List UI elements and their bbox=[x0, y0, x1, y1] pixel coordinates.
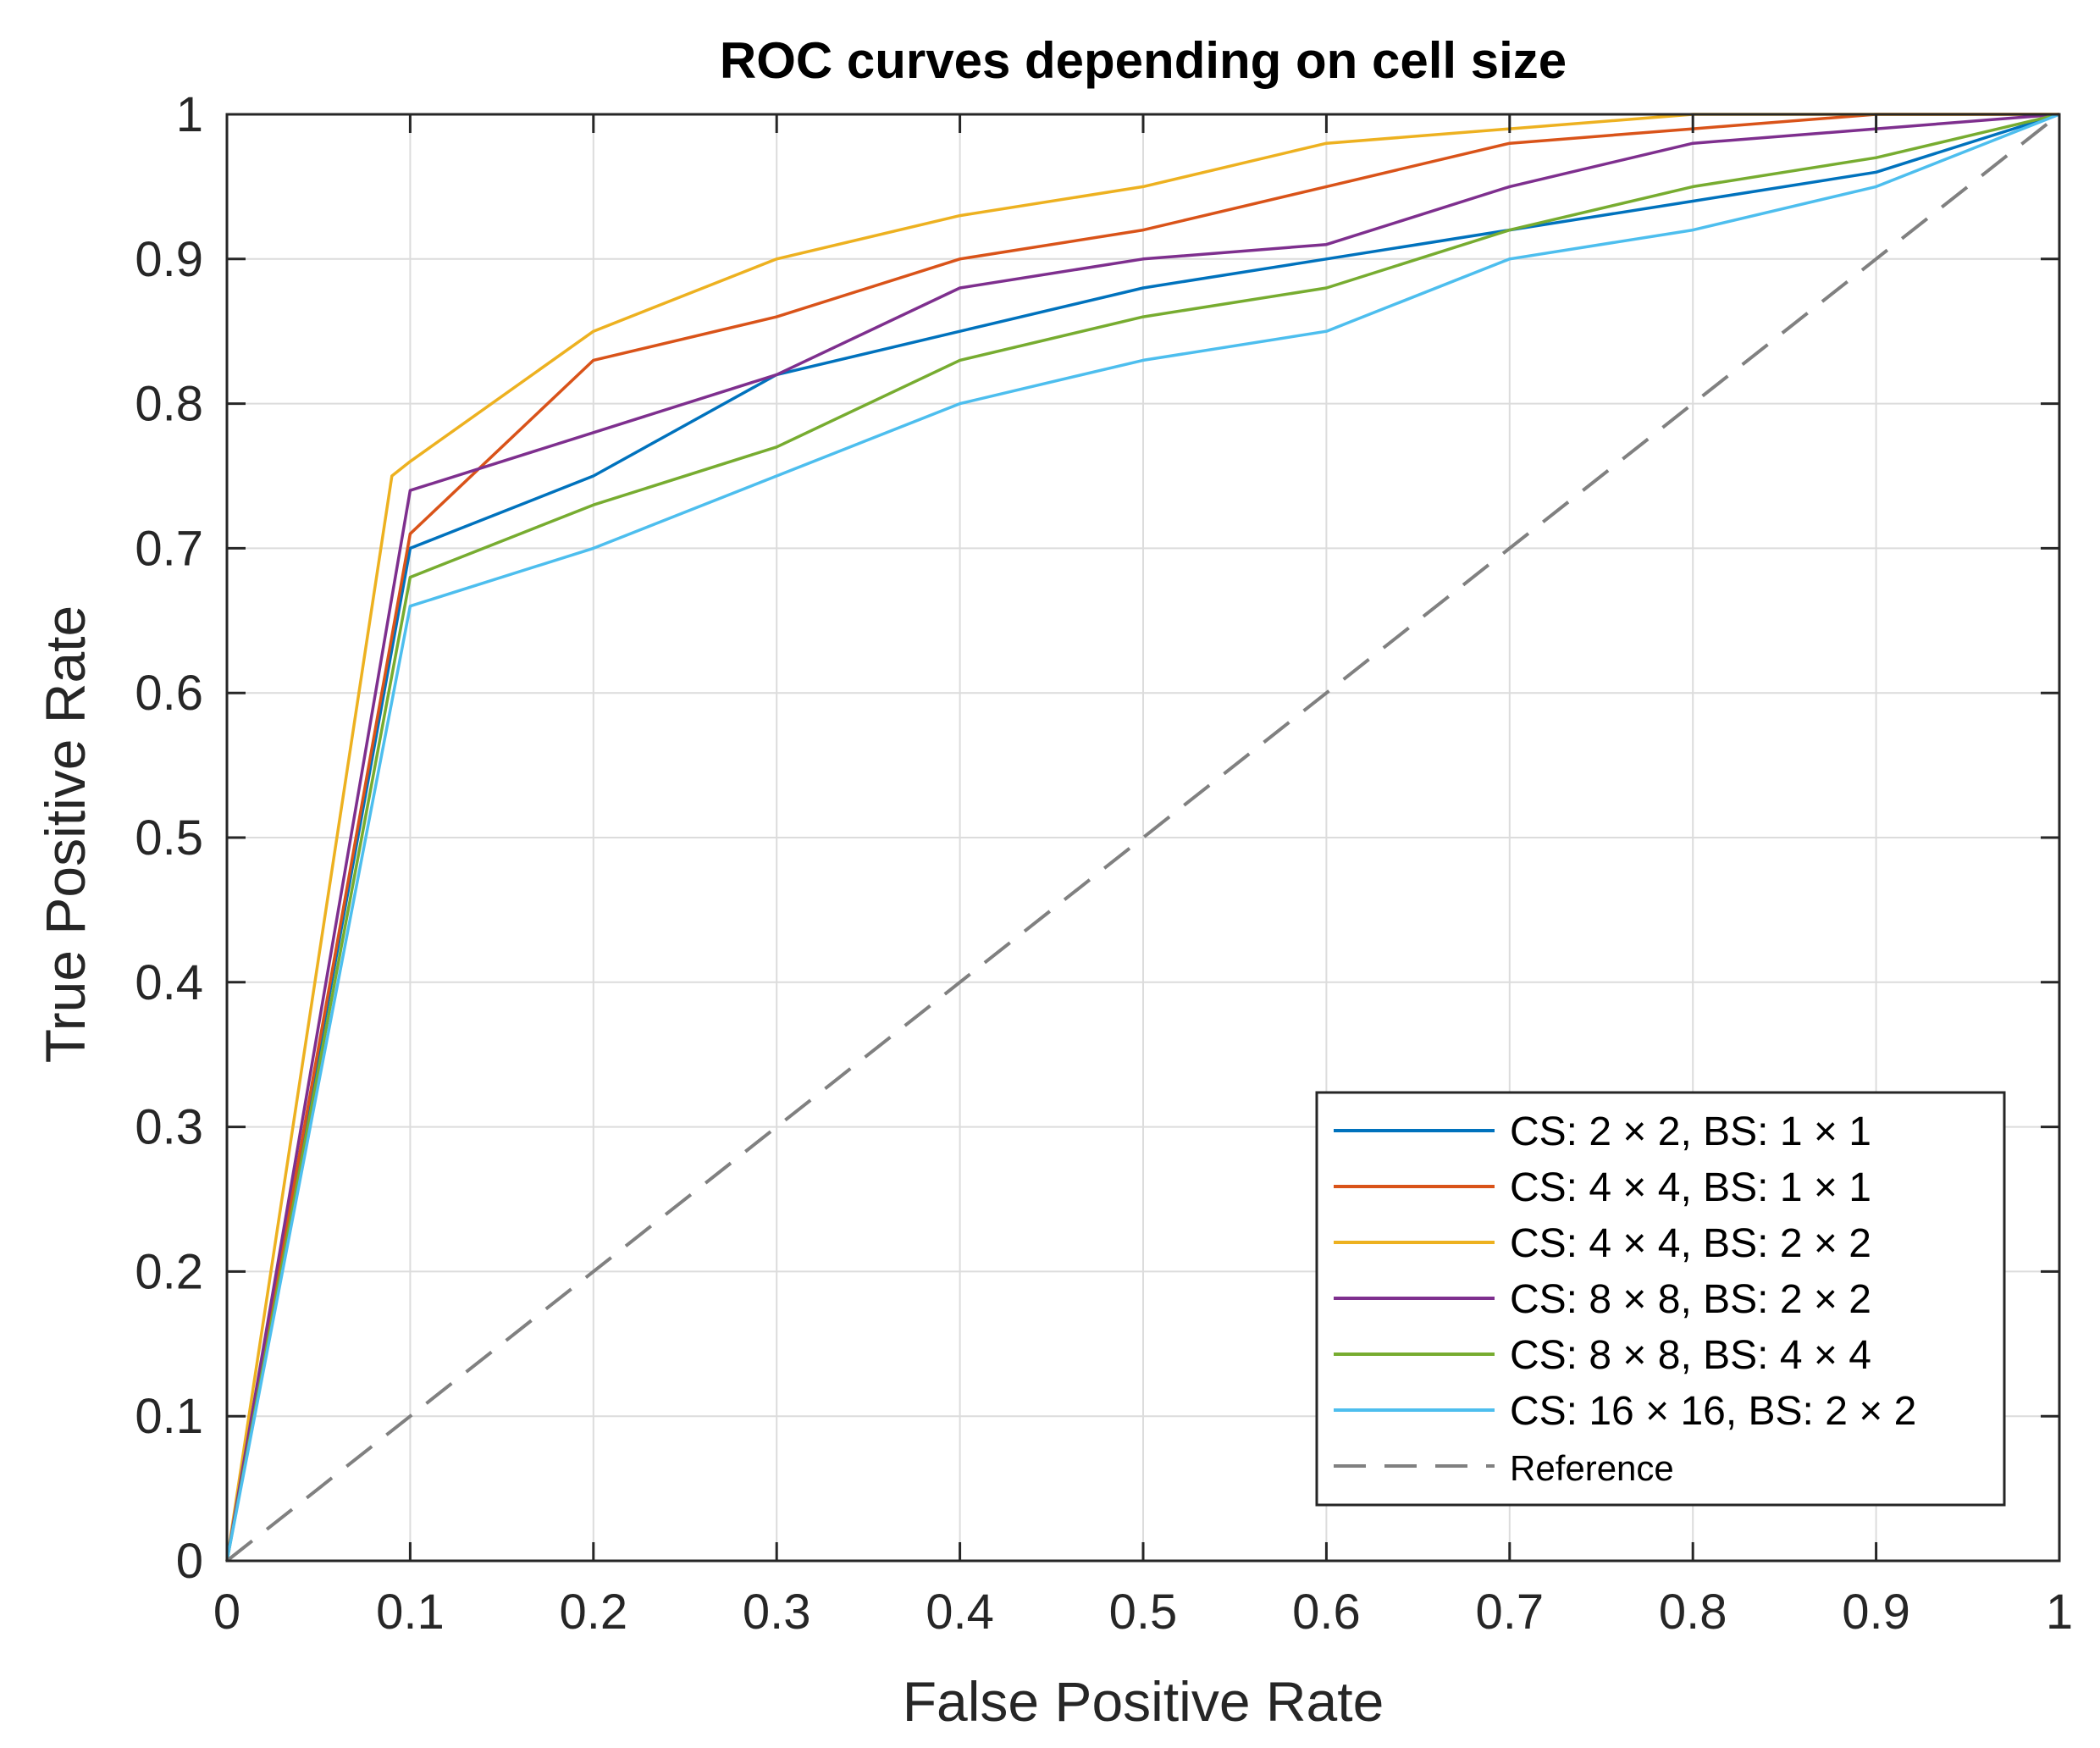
legend-label-1: CS: 4 × 4, BS: 1 × 1 bbox=[1510, 1165, 1871, 1210]
y-tick-label-5: 0.5 bbox=[135, 810, 203, 866]
y-tick-label-9: 0.9 bbox=[135, 232, 203, 287]
legend-label-6: Reference bbox=[1510, 1448, 1674, 1488]
reference-line bbox=[225, 113, 2061, 1563]
series-line-4 bbox=[225, 113, 2060, 1562]
y-tick-label-7: 0.7 bbox=[135, 521, 203, 576]
x-tick-label-1: 0.1 bbox=[376, 1585, 445, 1640]
y-tick-label-0: 0 bbox=[176, 1534, 203, 1589]
series-line-1 bbox=[225, 113, 2059, 1562]
y-tick-label-1: 0.1 bbox=[135, 1389, 203, 1444]
series-line-0 bbox=[225, 113, 2060, 1562]
y-tick-label-6: 0.6 bbox=[135, 666, 203, 721]
y-axis-title: True Positive Rate bbox=[34, 606, 97, 1063]
series-line-5 bbox=[225, 113, 2060, 1562]
legend: CS: 2 × 2, BS: 1 × 1 CS: 4 × 4, BS: 1 × 1… bbox=[1315, 1091, 2006, 1507]
x-tick-label-4: 0.4 bbox=[926, 1585, 994, 1640]
x-tick-label-8: 0.8 bbox=[1659, 1585, 1727, 1640]
x-tick-label-5: 0.5 bbox=[1109, 1585, 1178, 1640]
x-tick-label-3: 0.3 bbox=[743, 1585, 811, 1640]
x-tick-label-7: 0.7 bbox=[1475, 1585, 1544, 1640]
x-tick-label-0: 0 bbox=[213, 1585, 240, 1640]
legend-label-5: CS: 16 × 16, BS: 2 × 2 bbox=[1510, 1389, 1916, 1434]
y-tick-label-4: 0.4 bbox=[135, 955, 203, 1010]
y-tick-label-8: 0.8 bbox=[135, 377, 203, 432]
legend-label-3: CS: 8 × 8, BS: 2 × 2 bbox=[1510, 1277, 1871, 1322]
series-lines bbox=[225, 113, 2061, 1563]
y-tick-label-3: 0.3 bbox=[135, 1100, 203, 1155]
x-axis-title: False Positive Rate bbox=[903, 1670, 1384, 1733]
series-line-3 bbox=[225, 113, 2060, 1562]
axis-ticks: 0 0.1 0.2 0.3 0.4 0.5 0.6 0.7 0.8 0.9 1 0 0.1 0.2 0.3 0… bbox=[135, 87, 2073, 1640]
legend-label-2: CS: 4 × 4, BS: 2 × 2 bbox=[1510, 1221, 1871, 1266]
x-tick-label-10: 1 bbox=[2046, 1585, 2073, 1640]
y-tick-label-10: 1 bbox=[176, 87, 203, 142]
legend-label-0: CS: 2 × 2, BS: 1 × 1 bbox=[1510, 1109, 1871, 1154]
chart-title: ROC curves depending on cell size bbox=[720, 32, 1567, 89]
x-tick-label-2: 0.2 bbox=[559, 1585, 627, 1640]
x-tick-label-6: 0.6 bbox=[1292, 1585, 1361, 1640]
legend-label-4: CS: 8 × 8, BS: 4 × 4 bbox=[1510, 1333, 1871, 1378]
x-tick-label-9: 0.9 bbox=[1842, 1585, 1910, 1640]
y-tick-label-2: 0.2 bbox=[135, 1244, 203, 1299]
